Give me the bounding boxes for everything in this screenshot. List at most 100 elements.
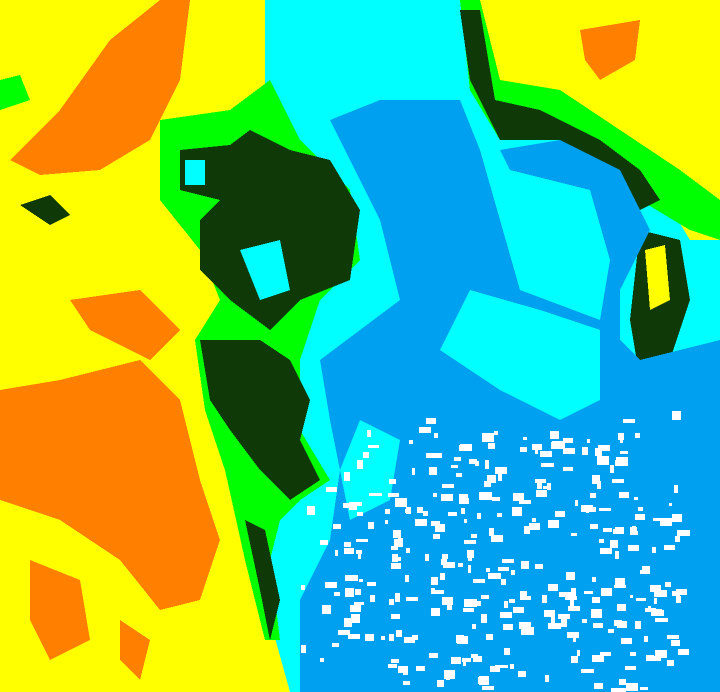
cloud-speckle (433, 493, 437, 497)
cloud-speckle (417, 507, 423, 513)
cloud-speckle (344, 548, 354, 554)
cloud-speckle (344, 472, 350, 481)
cloud-speckle (603, 528, 612, 532)
cloud-speckle (351, 614, 360, 623)
cloud-speckle (623, 419, 635, 423)
cloud-speckle (502, 559, 514, 563)
cloud-speckle (345, 575, 358, 581)
cloud-speckle (462, 658, 471, 662)
cloud-speckle (592, 655, 604, 662)
cloud-speckle (482, 433, 494, 442)
cloud-speckle (389, 634, 394, 641)
cloud-speckle (655, 618, 668, 622)
cloud-speckle (416, 666, 425, 671)
cloud-speckle (338, 630, 350, 635)
cloud-speckle (301, 585, 305, 590)
cloud-speckle (431, 577, 438, 585)
cloud-speckle (597, 481, 601, 489)
cloud-speckle (601, 588, 612, 596)
cloud-speckle (593, 623, 603, 628)
cloud-speckle (582, 619, 587, 623)
cloud-speckle (509, 599, 515, 603)
cyan-water (440, 290, 600, 420)
cloud-speckle (566, 572, 575, 580)
cloud-speckle (415, 519, 427, 526)
cloud-speckle (676, 596, 681, 603)
cloud-speckle (599, 508, 611, 511)
cloud-speckle (392, 554, 398, 562)
cloud-speckle (619, 679, 626, 685)
dark-green-region (20, 195, 70, 225)
cloud-speckle (356, 550, 362, 554)
cloud-speckle (477, 513, 481, 519)
cloud-speckle (652, 547, 656, 553)
cloud-speckle (454, 457, 461, 461)
cloud-speckle (655, 650, 667, 658)
cloud-speckle (333, 524, 341, 529)
cloud-speckle (345, 588, 354, 597)
cloud-speckle (456, 635, 464, 643)
cloud-speckle (635, 433, 640, 438)
cloud-speckle (426, 418, 436, 424)
cloud-speckle (370, 595, 375, 602)
cloud-speckle (459, 498, 469, 504)
cloud-speckle (435, 524, 445, 532)
cloud-speckle (638, 507, 643, 511)
cloud-speckle (646, 655, 654, 661)
cloud-speckle (610, 465, 614, 473)
cloud-speckle (626, 683, 638, 691)
cloud-speckle (335, 550, 338, 556)
cloud-speckle (332, 643, 339, 647)
cloud-speckle (672, 591, 680, 596)
cloud-speckle (630, 652, 636, 656)
cloud-speckle (544, 610, 555, 617)
cloud-speckle (406, 597, 418, 601)
cloud-speckle (628, 545, 639, 551)
cloud-speckle (456, 473, 462, 477)
cyan-water (185, 160, 205, 185)
cloud-speckle (429, 467, 437, 475)
cloud-speckle (385, 520, 388, 524)
cloud-speckle (322, 605, 331, 614)
cloud-speckle (432, 453, 442, 458)
cloud-speckle (570, 600, 574, 608)
cloud-speckle (548, 584, 558, 591)
cloud-speckle (325, 582, 337, 588)
cloud-speckle (429, 653, 438, 658)
cloud-speckle (513, 607, 524, 613)
cloud-speckle (391, 563, 401, 569)
dark-green-region (180, 130, 360, 330)
cloud-speckle (447, 603, 452, 610)
cloud-speckle (592, 577, 596, 582)
cloud-speckle (409, 440, 413, 444)
cloud-speckle (587, 439, 590, 443)
cloud-speckle (535, 450, 538, 454)
cloud-speckle (650, 656, 661, 661)
cloud-speckle (486, 568, 490, 572)
cloud-speckle (403, 666, 408, 675)
cloud-speckle (610, 540, 618, 548)
cloud-speckle (591, 609, 602, 618)
cloud-speckle (651, 610, 664, 616)
cloud-speckle (395, 593, 400, 602)
cloud-speckle (485, 460, 489, 469)
cloud-speckle (510, 664, 514, 669)
cloud-speckle (388, 664, 397, 668)
cloud-speckle (425, 554, 429, 561)
cloud-speckle (431, 521, 440, 526)
white-cloud-speckles (301, 411, 690, 692)
orange-region (120, 620, 150, 680)
cloud-speckle (471, 534, 477, 538)
cloud-speckle (469, 601, 481, 606)
cloud-speckle (575, 500, 578, 506)
cloud-speckle (535, 564, 543, 569)
cloud-speckle (498, 473, 502, 481)
cloud-speckle (406, 548, 410, 553)
cloud-speckle (426, 453, 437, 458)
cloud-speckle (675, 536, 680, 542)
cloud-speckle (669, 503, 672, 506)
cloud-speckle (615, 578, 625, 585)
cloud-speckle (504, 601, 508, 608)
cloud-speckle (590, 493, 596, 498)
cloud-speckle (488, 443, 495, 449)
